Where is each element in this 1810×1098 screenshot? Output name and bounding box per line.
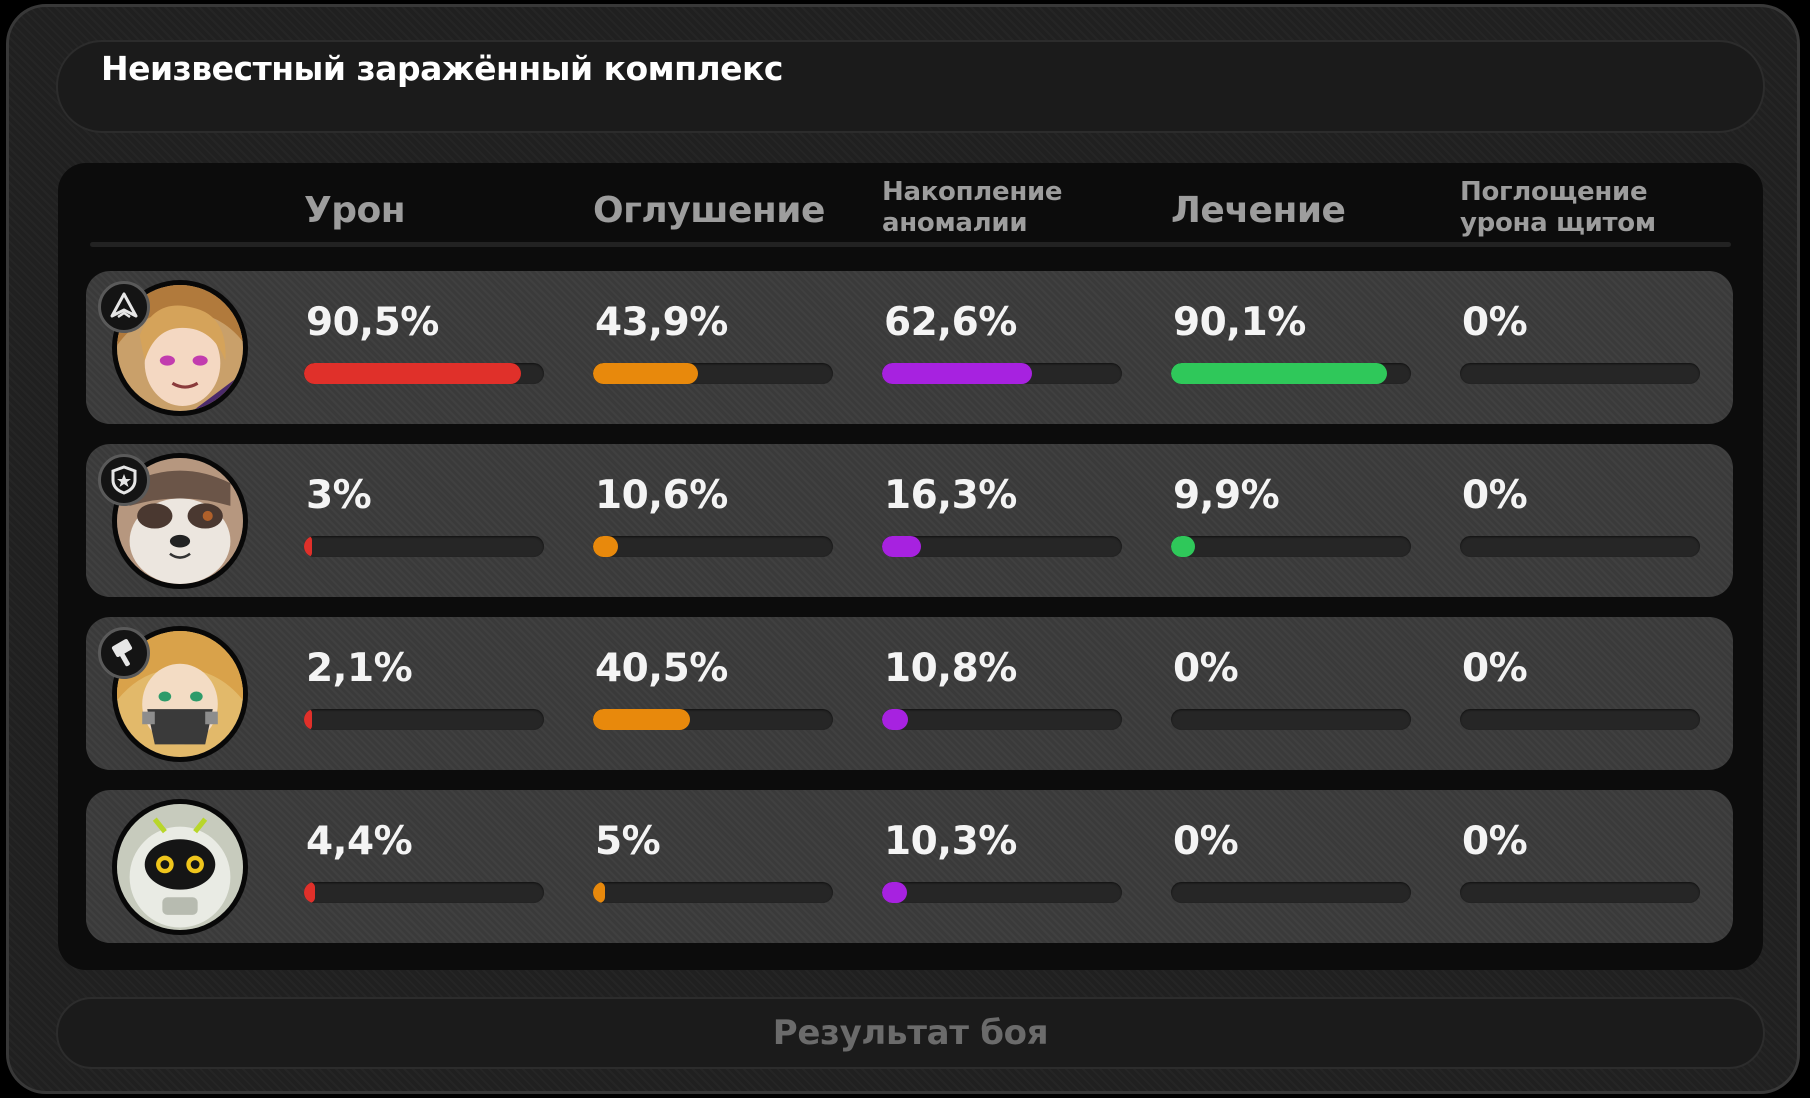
stat-value-healing: 0% [1173, 646, 1239, 691]
stat-cell-anomaly: 10,3% [882, 790, 1122, 943]
stat-bar-track [304, 709, 544, 730]
stat-bar-track [593, 363, 833, 384]
stat-bar-fill [882, 536, 922, 557]
attack-role-icon [98, 281, 150, 333]
stat-cell-anomaly: 16,3% [882, 444, 1122, 597]
stat-bar-track [593, 709, 833, 730]
stat-bar-track [882, 363, 1122, 384]
stat-cell-damage: 4,4% [304, 790, 544, 943]
stat-value-shield: 0% [1462, 819, 1528, 864]
stat-bar-fill [882, 363, 1033, 384]
stat-value-shield: 0% [1462, 646, 1528, 691]
stat-value-daze: 40,5% [595, 646, 728, 691]
stat-value-damage: 90,5% [306, 300, 439, 345]
agent-row: 90,5% 43,9% 62,6% 90,1% 0% [86, 271, 1733, 424]
location-header: Неизвестный заражённый комплекс [56, 40, 1765, 133]
stat-bar-track [1460, 709, 1700, 730]
battle-stats-window: Неизвестный заражённый комплекс Урон Огл… [6, 4, 1800, 1094]
stat-value-anomaly: 62,6% [884, 300, 1017, 345]
stat-cell-shield: 0% [1460, 444, 1700, 597]
stat-cell-daze: 5% [593, 790, 833, 943]
stat-bar-track [1171, 709, 1411, 730]
stat-cell-shield: 0% [1460, 271, 1700, 424]
stat-cell-damage: 90,5% [304, 271, 544, 424]
stat-bar-fill [593, 709, 691, 730]
stat-value-anomaly: 16,3% [884, 473, 1017, 518]
stat-bar-fill [1171, 536, 1195, 557]
stat-bar-track [593, 536, 833, 557]
stat-value-daze: 10,6% [595, 473, 728, 518]
stat-bar-fill [304, 536, 312, 557]
stats-panel: Урон Оглушение Накопление аномалии Лечен… [58, 163, 1763, 970]
stat-value-shield: 0% [1462, 300, 1528, 345]
agent-row: 4,4% 5% 10,3% 0% 0% [86, 790, 1733, 943]
stat-bar-track [1460, 882, 1700, 903]
stat-cell-daze: 10,6% [593, 444, 833, 597]
stat-value-healing: 90,1% [1173, 300, 1306, 345]
stat-value-shield: 0% [1462, 473, 1528, 518]
stat-cell-healing: 0% [1171, 617, 1411, 770]
stat-cell-anomaly: 10,8% [882, 617, 1122, 770]
column-header-anomaly: Накопление аномалии [882, 177, 1063, 238]
panda-agent-portrait [112, 453, 248, 589]
stat-cell-healing: 9,9% [1171, 444, 1411, 597]
stat-cell-daze: 40,5% [593, 617, 833, 770]
stat-bar-track [1460, 363, 1700, 384]
stat-bar-track [304, 536, 544, 557]
stat-bar-fill [593, 363, 699, 384]
stat-bar-track [593, 882, 833, 903]
stat-bar-fill [304, 363, 522, 384]
battle-result-button[interactable]: Результат боя [56, 997, 1765, 1069]
stat-cell-damage: 2,1% [304, 617, 544, 770]
column-header-healing: Лечение [1171, 190, 1346, 231]
stat-bar-fill [304, 882, 315, 903]
stat-bar-track [882, 709, 1122, 730]
stat-cell-damage: 3% [304, 444, 544, 597]
defense-role-icon [98, 454, 150, 506]
column-headers: Урон Оглушение Накопление аномалии Лечен… [58, 163, 1763, 249]
stat-value-anomaly: 10,3% [884, 819, 1017, 864]
battle-result-label: Результат боя [772, 1013, 1049, 1053]
stat-value-healing: 0% [1173, 819, 1239, 864]
stat-value-damage: 2,1% [306, 646, 413, 691]
stat-bar-track [882, 882, 1122, 903]
agent-row: 2,1% 40,5% 10,8% 0% 0% [86, 617, 1733, 770]
stat-cell-anomaly: 62,6% [882, 271, 1122, 424]
stat-value-damage: 3% [306, 473, 372, 518]
stat-value-damage: 4,4% [306, 819, 413, 864]
column-header-daze: Оглушение [593, 190, 825, 231]
stat-bar-track [1171, 882, 1411, 903]
header-divider [90, 242, 1731, 247]
column-header-shield: Поглощение урона щитом [1460, 177, 1656, 238]
stat-cell-daze: 43,9% [593, 271, 833, 424]
agent-row: 3% 10,6% 16,3% 9,9% 0% [86, 444, 1733, 597]
stat-bar-fill [1171, 363, 1388, 384]
stat-bar-track [304, 882, 544, 903]
location-title: Неизвестный заражённый комплекс [101, 49, 783, 88]
bangboo-portrait [112, 799, 248, 935]
stat-cell-healing: 90,1% [1171, 271, 1411, 424]
stat-bar-fill [882, 882, 907, 903]
stat-bar-fill [304, 709, 312, 730]
stat-bar-fill [882, 709, 908, 730]
column-header-damage: Урон [304, 190, 406, 231]
stat-value-daze: 43,9% [595, 300, 728, 345]
stat-bar-fill [593, 882, 605, 903]
stat-bar-track [882, 536, 1122, 557]
stat-cell-shield: 0% [1460, 790, 1700, 943]
stat-bar-track [304, 363, 544, 384]
stat-bar-fill [593, 536, 619, 557]
stat-bar-track [1460, 536, 1700, 557]
stat-bar-track [1171, 536, 1411, 557]
stat-value-healing: 9,9% [1173, 473, 1280, 518]
stat-cell-shield: 0% [1460, 617, 1700, 770]
stun-role-icon [98, 627, 150, 679]
stat-value-daze: 5% [595, 819, 661, 864]
masked-agent-portrait [112, 626, 248, 762]
stat-value-anomaly: 10,8% [884, 646, 1017, 691]
stat-bar-track [1171, 363, 1411, 384]
stat-cell-healing: 0% [1171, 790, 1411, 943]
